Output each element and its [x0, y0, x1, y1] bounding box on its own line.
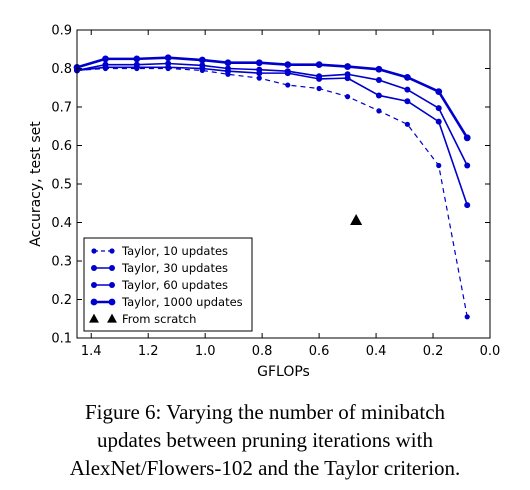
series-3-point [375, 77, 382, 84]
x-tick-label: 1.4 [81, 344, 102, 359]
series-2-point [404, 98, 411, 105]
series-4-point [435, 88, 443, 95]
series-3-point [102, 61, 109, 68]
series-1-point [316, 85, 322, 92]
tick-layer: 1.4 1.2 1.0 0.8 0.6 0.4 0.2 0.0 0.1 0.2 0.3 0.4 0.5 0… [51, 24, 500, 360]
legend-marker [109, 248, 115, 254]
caption-line-3: AlexNet/Flowers-102 and the Taylor crite… [69, 456, 461, 480]
legend-marker [108, 298, 116, 306]
series-4-point [404, 73, 411, 81]
caption-line-1: Figure 6: Varying the number of minibatc… [84, 400, 446, 424]
legend-marker [91, 248, 97, 254]
series-3-point [199, 62, 206, 69]
series-4-point [133, 55, 141, 63]
y-tick-label: 0.9 [51, 24, 72, 39]
series-1-point [464, 314, 470, 320]
y-tick-label: 0.1 [51, 332, 72, 347]
series-4-point [164, 54, 172, 62]
series-3-point [344, 71, 351, 78]
y-tick-label: 0.2 [51, 293, 72, 308]
series-4-point [315, 61, 323, 69]
legend-marker [90, 298, 98, 306]
y-tick-label: 0.8 [51, 62, 72, 77]
legend-marker [91, 265, 97, 271]
legend-label: Taylor, 1000 updates [121, 295, 243, 309]
series-layer [76, 56, 469, 317]
series-3-point [435, 105, 442, 112]
series-1-point [404, 121, 410, 127]
y-tick-label: 0.7 [51, 101, 72, 116]
series-4-point [198, 56, 206, 64]
series-4-point [375, 65, 383, 73]
series-3-point [404, 86, 411, 93]
series-1-point [376, 108, 382, 114]
legend-label: Taylor, 30 updates [121, 261, 228, 275]
chart: 1.4 1.2 1.0 0.8 0.6 0.4 0.2 0.0 0.1 0.2 0.3 0.4 0.5 0… [28, 24, 500, 381]
series-3-point [464, 162, 471, 169]
series-3-point [284, 68, 291, 75]
legend-marker [109, 282, 115, 288]
legend-marker-triangle [89, 313, 99, 323]
marker-layer [73, 54, 471, 320]
y-tick-label: 0.6 [51, 139, 72, 154]
series-line-4 [76, 56, 469, 139]
legend: Taylor, 10 updates Taylor, 30 updates Tayl… [83, 237, 253, 332]
series-3-point [165, 60, 172, 67]
series-line-3 [76, 62, 468, 166]
y-tick-label: 0.3 [51, 255, 72, 270]
legend-label: From scratch [122, 312, 196, 326]
series-4-point [284, 61, 292, 69]
series-4-point [255, 59, 263, 67]
series-3-point [133, 61, 140, 68]
x-tick-label: 1.2 [138, 344, 159, 359]
series-2-point [464, 202, 471, 209]
series-1-point [344, 94, 351, 100]
x-tick-label: 0.4 [366, 344, 387, 359]
series-2-point [375, 92, 382, 99]
series-2-point [435, 118, 442, 125]
legend-items: Taylor, 10 updates Taylor, 30 updates Tayl… [89, 244, 243, 326]
series-4-point [463, 134, 471, 142]
series-3-point [256, 66, 263, 73]
series-1-point [436, 162, 442, 169]
series-1-point [285, 82, 291, 88]
y-axis-label: Accuracy, test set [28, 121, 44, 247]
x-tick-label: 0.6 [309, 344, 330, 359]
series-4-point [224, 59, 232, 67]
legend-marker-triangle [107, 313, 117, 323]
series-line-1 [76, 67, 468, 317]
y-tick-label: 0.4 [51, 216, 72, 231]
legend-label: Taylor, 60 updates [121, 278, 228, 292]
series-3-point [316, 73, 323, 80]
series-3-point [224, 65, 231, 72]
legend-label: Taylor, 10 updates [121, 244, 228, 258]
series-1-point [256, 75, 262, 81]
x-tick-label: 0.0 [480, 344, 501, 359]
legend-marker [91, 282, 97, 288]
legend-marker [109, 265, 115, 271]
series-4-point [102, 55, 109, 63]
series-4-point [344, 63, 351, 70]
series-line-2 [76, 66, 468, 206]
x-axis-label: GFLOPs [257, 364, 310, 380]
y-tick-label: 0.5 [51, 178, 72, 193]
x-tick-label: 1.0 [195, 344, 216, 359]
caption-line-2: updates between pruning iterations with [97, 428, 433, 452]
x-tick-label: 0.2 [423, 344, 444, 359]
from-scratch-point [350, 213, 363, 225]
x-tick-label: 0.8 [252, 344, 273, 359]
figure-caption: Figure 6: Varying the number of minibatc… [0, 398, 530, 482]
